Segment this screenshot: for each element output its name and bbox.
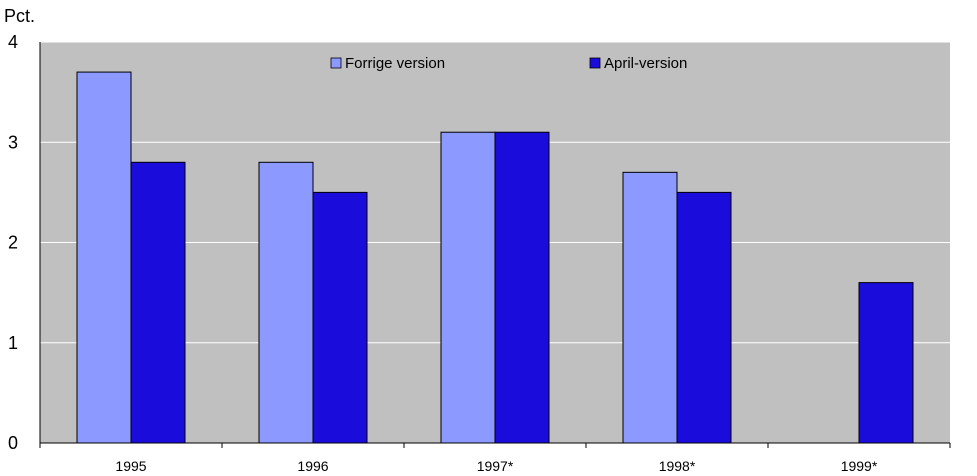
- x-tick-label: 1997*: [477, 458, 514, 474]
- x-tick-label: 1996: [297, 458, 328, 474]
- y-tick-labels: 0 1 2 3 4: [8, 32, 18, 453]
- bar-forrige-1996: [258, 161, 314, 444]
- legend-swatch-forrige-version: [330, 57, 342, 69]
- bar-april-1998: [676, 191, 732, 444]
- bar-april-1996: [312, 191, 368, 444]
- y-tick-label: 0: [8, 433, 18, 453]
- x-tick-label: 1999*: [841, 458, 878, 474]
- x-tick-label: 1998*: [659, 458, 696, 474]
- bar-april-1997: [494, 131, 550, 444]
- bars: [76, 71, 914, 444]
- y-tick-label: 3: [8, 132, 18, 152]
- legend-label-april-version: April-version: [604, 55, 687, 72]
- bar-april-1995: [130, 161, 186, 444]
- x-tick-labels: 1995 1996 1997* 1998* 1999*: [39, 443, 951, 474]
- y-tick-label: 4: [8, 32, 18, 52]
- y-axis-label: Pct.: [4, 6, 35, 26]
- y-tick-label: 2: [8, 233, 18, 253]
- axes: [39, 42, 950, 444]
- bar-forrige-1995: [76, 71, 132, 444]
- legend-label-forrige-version: Forrige version: [345, 55, 445, 72]
- legend: Forrige version April-version: [330, 55, 687, 72]
- legend-swatch-april-version: [589, 57, 601, 69]
- bar-forrige-1998: [622, 171, 678, 444]
- y-tick-label: 1: [8, 333, 18, 353]
- bar-forrige-1997: [440, 131, 496, 444]
- bar-april-1999: [858, 282, 914, 444]
- x-tick-label: 1995: [115, 458, 146, 474]
